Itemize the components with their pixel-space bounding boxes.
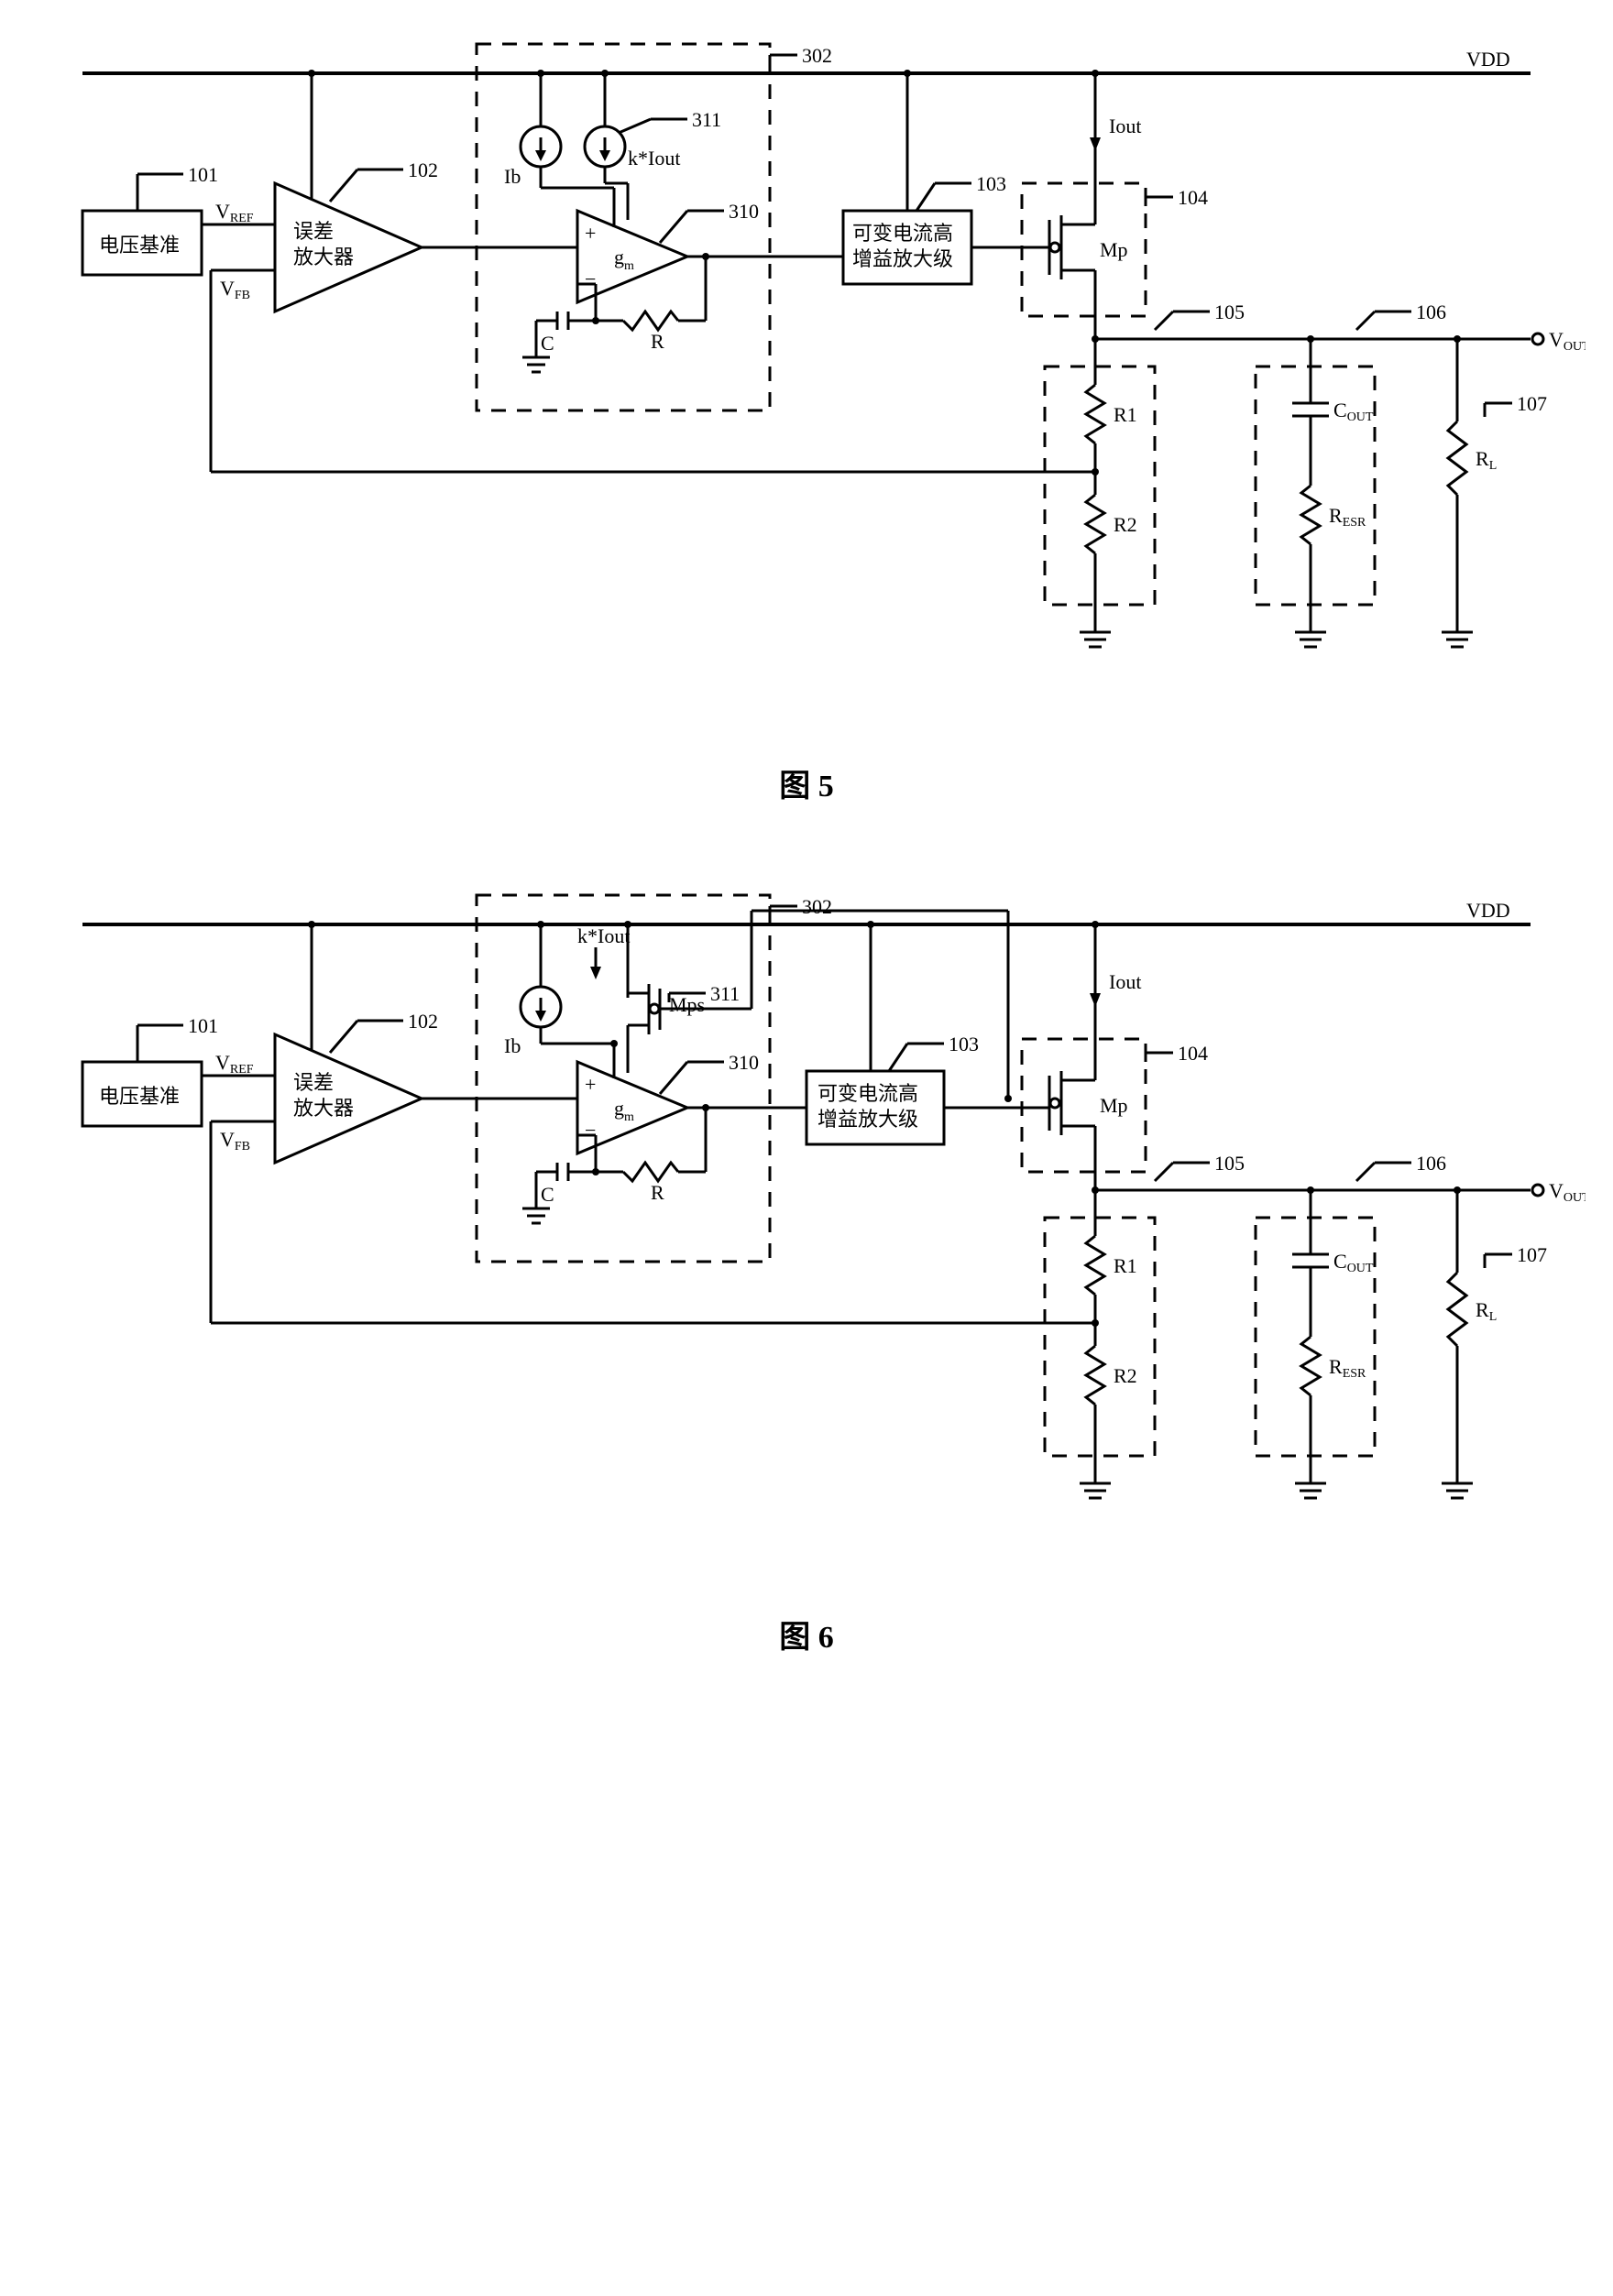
svg-text:R: R (651, 1181, 664, 1204)
error-amp-l2: 放大器 (293, 246, 354, 268)
svg-text:RESR: RESR (1329, 1355, 1366, 1381)
resr-label: RESR (1329, 504, 1366, 530)
svg-text:Iout: Iout (1109, 970, 1141, 993)
ref-105: 105 (1214, 301, 1245, 323)
block-105 (1045, 366, 1155, 605)
svg-text:104: 104 (1178, 1042, 1208, 1065)
figure-6-title: 图 6 (27, 1612, 1586, 1656)
svg-text:COUT: COUT (1333, 1250, 1374, 1275)
svg-text:VREF: VREF (215, 1051, 254, 1077)
svg-text:VFB: VFB (220, 1128, 250, 1153)
var-gain-l1: 可变电流高 (852, 222, 953, 245)
cout-label: COUT (1333, 399, 1374, 424)
ref-311-6: 311 (710, 982, 740, 1005)
error-amp-l1: 误差 (293, 220, 334, 243)
ref-302: 302 (802, 44, 832, 67)
ref-101: 101 (188, 163, 218, 186)
ref-311-5: 311 (692, 108, 721, 131)
ref-107: 107 (1517, 392, 1547, 415)
svg-text:+: + (585, 1073, 596, 1096)
svg-text:105: 105 (1214, 1152, 1245, 1175)
vref-label: VREF (215, 200, 254, 225)
svg-text:106: 106 (1416, 1152, 1446, 1175)
figure-5-title: 图 5 (27, 760, 1586, 805)
vdd-label: VDD (1466, 48, 1510, 71)
svg-text:R1: R1 (1114, 1254, 1137, 1277)
R2-label: R2 (1114, 513, 1137, 536)
R-label: R (651, 330, 664, 353)
figure-5-svg: VDD 电压基准 101 误差 放大器 102 VREF VFB 302 + −… (27, 27, 1586, 724)
figure-6-svg: VDD 电压基准 101 误差 放大器 102 VREF VFB 302 + −… (27, 879, 1586, 1575)
svg-text:302: 302 (802, 895, 832, 918)
figure-5: VDD 电压基准 101 误差 放大器 102 VREF VFB 302 + −… (27, 27, 1586, 805)
C-label: C (541, 332, 554, 355)
R1-label: R1 (1114, 403, 1137, 426)
vdd-label-6: VDD (1466, 899, 1510, 922)
iout-label-5: Iout (1109, 115, 1141, 137)
svg-text:+: + (585, 222, 596, 245)
svg-text:可变电流高: 可变电流高 (817, 1082, 918, 1105)
svg-text:107: 107 (1517, 1243, 1547, 1266)
svg-text:Mp: Mp (1100, 1094, 1128, 1117)
svg-text:102: 102 (408, 1010, 438, 1033)
block-302-6 (477, 895, 770, 1262)
svg-text:103: 103 (949, 1033, 979, 1055)
svg-text:误差: 误差 (293, 1071, 334, 1094)
svg-text:VOUT: VOUT (1549, 1179, 1586, 1205)
svg-text:C: C (541, 1183, 554, 1206)
vfb-label: VFB (220, 277, 250, 302)
svg-text:101: 101 (188, 1014, 218, 1037)
svg-text:增益放大级: 增益放大级 (817, 1108, 918, 1131)
rl-label: RL (1476, 447, 1497, 473)
vout-label-5: VOUT (1549, 328, 1586, 354)
svg-text:Ib: Ib (504, 1034, 521, 1057)
svg-text:k*Iout: k*Iout (577, 924, 630, 947)
var-gain-l2: 增益放大级 (852, 247, 953, 270)
ib-label: Ib (504, 165, 521, 188)
ref-104: 104 (1178, 186, 1208, 209)
svg-text:R2: R2 (1114, 1364, 1137, 1387)
mps-label: Mps (669, 993, 705, 1016)
ref-310: 310 (729, 200, 759, 223)
kiout-label: k*Iout (628, 147, 680, 169)
ref-102: 102 (408, 159, 438, 181)
ref-103: 103 (976, 172, 1006, 195)
svg-text:RL: RL (1476, 1298, 1497, 1324)
block-302 (477, 44, 770, 410)
svg-text:电压基准: 电压基准 (99, 1085, 180, 1108)
figure-6: VDD 电压基准 101 误差 放大器 102 VREF VFB 302 + −… (27, 879, 1586, 1656)
svg-text:放大器: 放大器 (293, 1097, 354, 1120)
svg-text:310: 310 (729, 1051, 759, 1074)
voltage-ref-text: 电压基准 (99, 234, 180, 257)
mp-label: Mp (1100, 238, 1128, 261)
ref-106: 106 (1416, 301, 1446, 323)
